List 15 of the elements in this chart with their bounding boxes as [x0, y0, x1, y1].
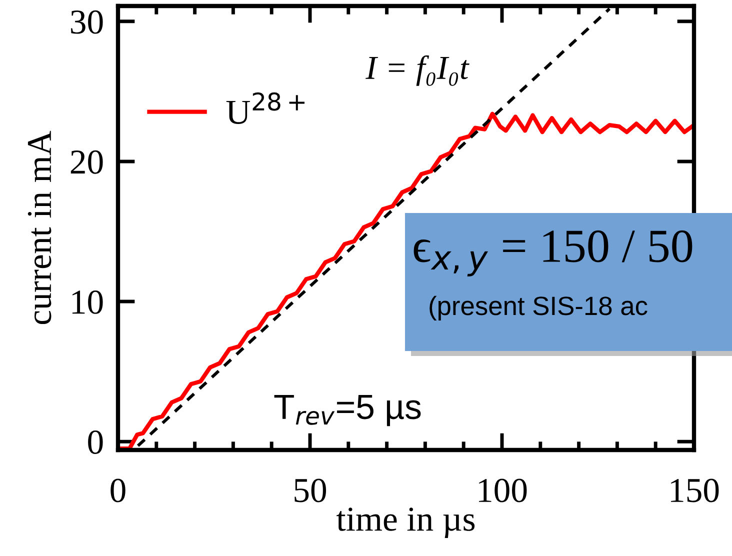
x-axis-title: time in µs [336, 508, 475, 538]
annotation: T$_{rev}$=5 µs [274, 394, 421, 426]
y-tick-label: 20 [70, 150, 103, 174]
y-tick-label: 30 [71, 10, 103, 34]
annotation: I = f₀I₀t [366, 55, 470, 86]
y-tick-label: 0 [88, 430, 103, 454]
x-tick-label: 0 [110, 478, 126, 502]
y-tick-label: 10 [72, 290, 103, 314]
x-tick-label: 150 [671, 478, 719, 502]
annotation: ϵ$_{x,y}$ = 150 / 50 [414, 230, 692, 276]
x-tick-label: 100 [479, 478, 527, 502]
y-axis-title: current in mA [28, 130, 52, 324]
x-tick-label: 50 [294, 478, 326, 502]
legend-label: U$^{28+}$ [226, 92, 304, 124]
annotation: (present SIS-18 ac [430, 296, 648, 320]
